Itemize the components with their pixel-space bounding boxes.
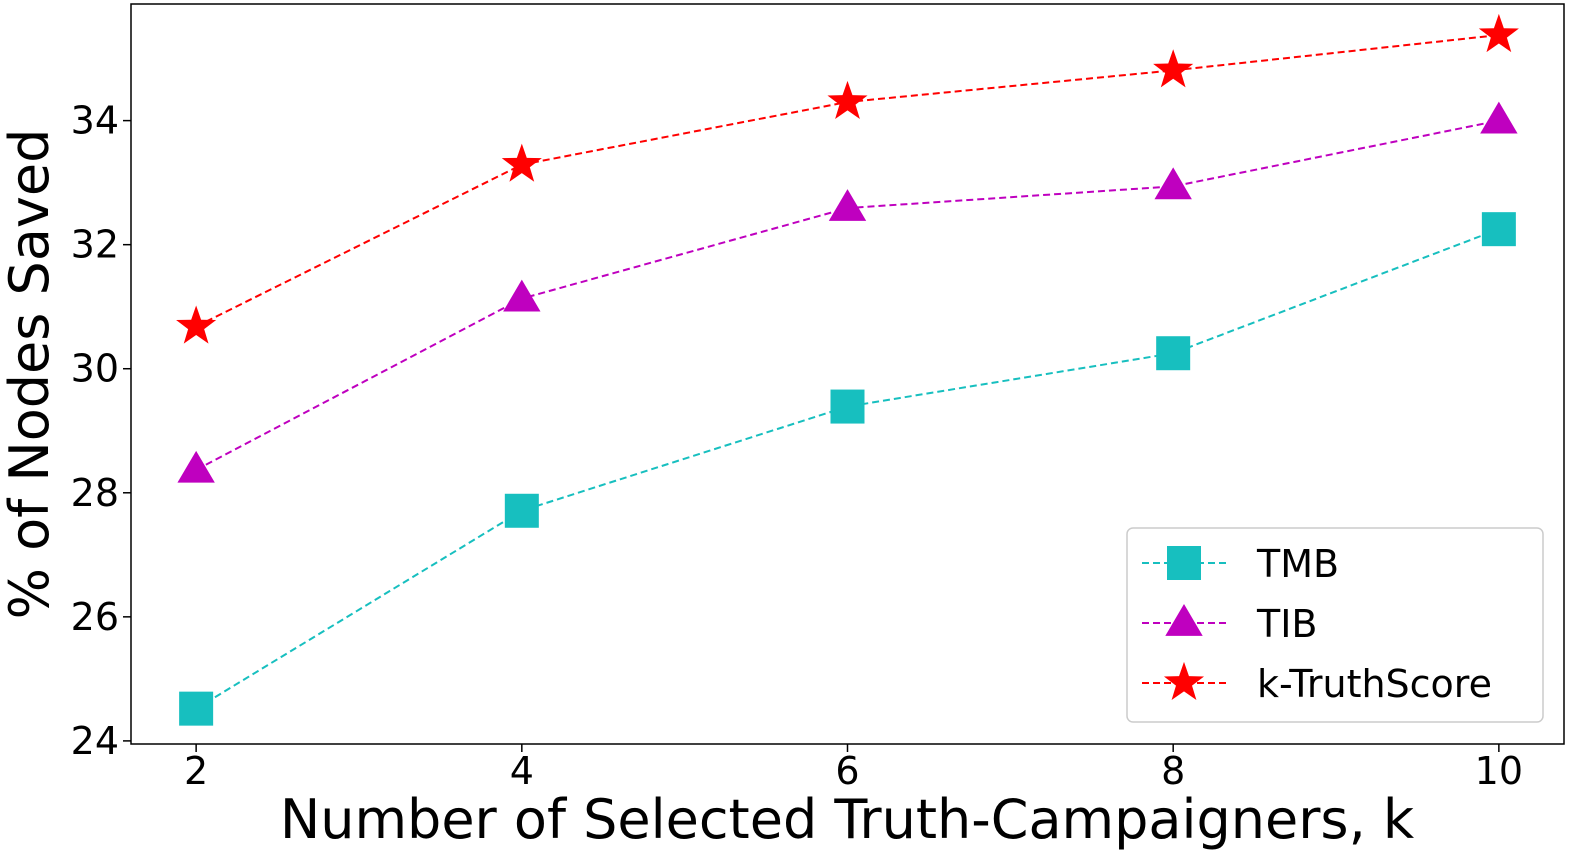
legend-box <box>1126 527 1544 723</box>
legend-item-tib: TIB <box>1142 602 1318 646</box>
data-point-tmb <box>1156 336 1191 371</box>
x-tick-label: 6 <box>835 749 859 793</box>
data-point-tmb <box>179 691 214 726</box>
data-point-tib <box>1154 167 1192 200</box>
series-line-k-truthscore <box>195 34 1499 328</box>
legend-item-k-truthscore: k-TruthScore <box>1142 661 1492 706</box>
y-tick-label: 34 <box>71 99 119 143</box>
data-point-tmb <box>830 389 865 424</box>
data-point-k-truthscore <box>176 305 217 344</box>
x-axis-title: Number of Selected Truth-Campaigners, k <box>280 788 1415 851</box>
y-tick-label: 26 <box>71 595 119 639</box>
y-tick-label: 32 <box>71 223 119 267</box>
series-k-truthscore <box>176 13 1519 344</box>
data-point-k-truthscore <box>1478 13 1519 53</box>
data-point-tib <box>503 279 541 312</box>
y-axis-title: % of Nodes Saved <box>0 129 61 620</box>
legend-marker <box>1165 604 1203 636</box>
legend: TMB TIB k-TruthScore <box>1126 527 1544 723</box>
legend-label: TIB <box>1256 602 1318 646</box>
data-point-k-truthscore <box>501 143 542 182</box>
data-point-tib <box>1480 101 1518 134</box>
series-tib <box>177 101 1518 483</box>
legend-marker <box>1167 546 1201 580</box>
x-tick-label: 2 <box>184 749 208 793</box>
series-layer <box>176 13 1519 726</box>
y-tick-label: 30 <box>71 347 119 391</box>
x-tick-label: 4 <box>510 749 534 793</box>
data-point-tib <box>828 189 867 221</box>
legend-item-tmb: TMB <box>1142 542 1339 586</box>
y-tick-label: 28 <box>71 471 119 515</box>
series-line-tmb <box>195 228 1500 710</box>
data-point-tmb <box>504 493 539 528</box>
data-point-k-truthscore <box>1153 49 1194 88</box>
y-tick-label: 24 <box>71 719 119 763</box>
data-point-tib <box>177 450 215 483</box>
data-point-k-truthscore <box>827 80 868 120</box>
data-point-tmb <box>1481 212 1516 247</box>
legend-label: TMB <box>1256 542 1339 586</box>
x-tick-label: 10 <box>1475 749 1523 793</box>
series-tmb <box>179 212 1516 726</box>
x-tick-label: 8 <box>1161 749 1185 793</box>
legend-marker <box>1163 661 1205 701</box>
legend-label: k-TruthScore <box>1257 662 1492 706</box>
